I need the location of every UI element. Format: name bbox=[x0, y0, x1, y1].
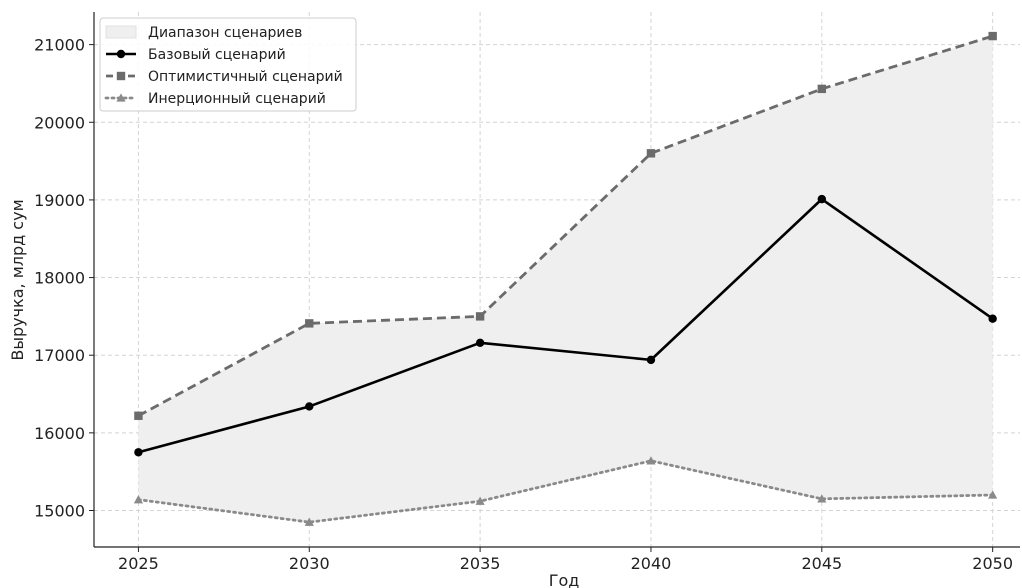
series-line bbox=[138, 197, 994, 454]
data-point bbox=[305, 402, 314, 411]
data-point bbox=[988, 31, 997, 41]
legend-frame bbox=[99, 17, 357, 112]
y-tick-label: 16000 bbox=[34, 424, 85, 443]
data-point bbox=[305, 319, 314, 328]
y-tick-label: 18000 bbox=[34, 269, 85, 288]
legend-marker bbox=[116, 71, 126, 81]
x-tick-label: 2035 bbox=[460, 554, 501, 573]
scenario-range-band bbox=[138, 36, 993, 523]
legend-item: Инерционный сценарий bbox=[104, 91, 326, 107]
data-point bbox=[475, 338, 485, 347]
range-band-area bbox=[138, 36, 993, 523]
x-tick-label: 2030 bbox=[289, 554, 330, 573]
x-tick-label: 2050 bbox=[972, 554, 1013, 573]
legend-label: Базовый сценарий bbox=[148, 47, 286, 63]
data-point bbox=[134, 411, 143, 420]
y-tick-label: 15000 bbox=[34, 502, 85, 521]
data-point bbox=[133, 495, 144, 504]
data-point bbox=[817, 494, 827, 503]
x-tick-label: 2040 bbox=[631, 554, 672, 573]
y-axis-label: Выручка, млрд сум bbox=[8, 199, 27, 360]
series-base bbox=[134, 194, 997, 457]
data-point bbox=[817, 194, 827, 204]
legend-item: Оптимистичный сценарий bbox=[106, 69, 343, 85]
x-tick-label: 2045 bbox=[801, 554, 842, 573]
tick-labels: 2025 2030 2035 2040 2045 2050 15000 16000 17000 1… bbox=[34, 36, 1013, 573]
data-point bbox=[304, 517, 314, 526]
x-axis-label: Год bbox=[549, 571, 580, 588]
legend-item: Базовый сценарий bbox=[106, 47, 286, 63]
axes bbox=[89, 12, 1020, 552]
data-point bbox=[646, 456, 656, 465]
y-tick-label: 20000 bbox=[34, 113, 85, 132]
y-tick-label: 19000 bbox=[34, 191, 85, 210]
data-point bbox=[646, 149, 656, 158]
series-line bbox=[137, 34, 994, 418]
series-inertial bbox=[133, 456, 998, 526]
x-tick-label: 2025 bbox=[118, 554, 159, 573]
data-point bbox=[817, 84, 827, 94]
legend: Диапазон сценариев Базовый сценарий Оптими… bbox=[99, 17, 357, 112]
legend-label: Оптимистичный сценарий bbox=[148, 69, 343, 85]
legend-label-range: Диапазон сценариев bbox=[148, 25, 302, 41]
y-tick-label: 17000 bbox=[34, 346, 85, 365]
series-group bbox=[133, 31, 998, 526]
legend-marker bbox=[116, 93, 126, 102]
data-point bbox=[134, 448, 143, 457]
series-line bbox=[137, 459, 995, 524]
data-point bbox=[988, 490, 998, 499]
series-optimistic bbox=[134, 31, 997, 420]
legend-swatch-range bbox=[105, 25, 137, 39]
data-point bbox=[988, 314, 997, 323]
data-point bbox=[475, 496, 485, 505]
y-tick-label: 21000 bbox=[34, 36, 85, 55]
data-point bbox=[646, 355, 656, 365]
legend-label: Инерционный сценарий bbox=[148, 91, 326, 107]
legend-marker bbox=[116, 49, 126, 59]
data-point bbox=[475, 312, 485, 321]
